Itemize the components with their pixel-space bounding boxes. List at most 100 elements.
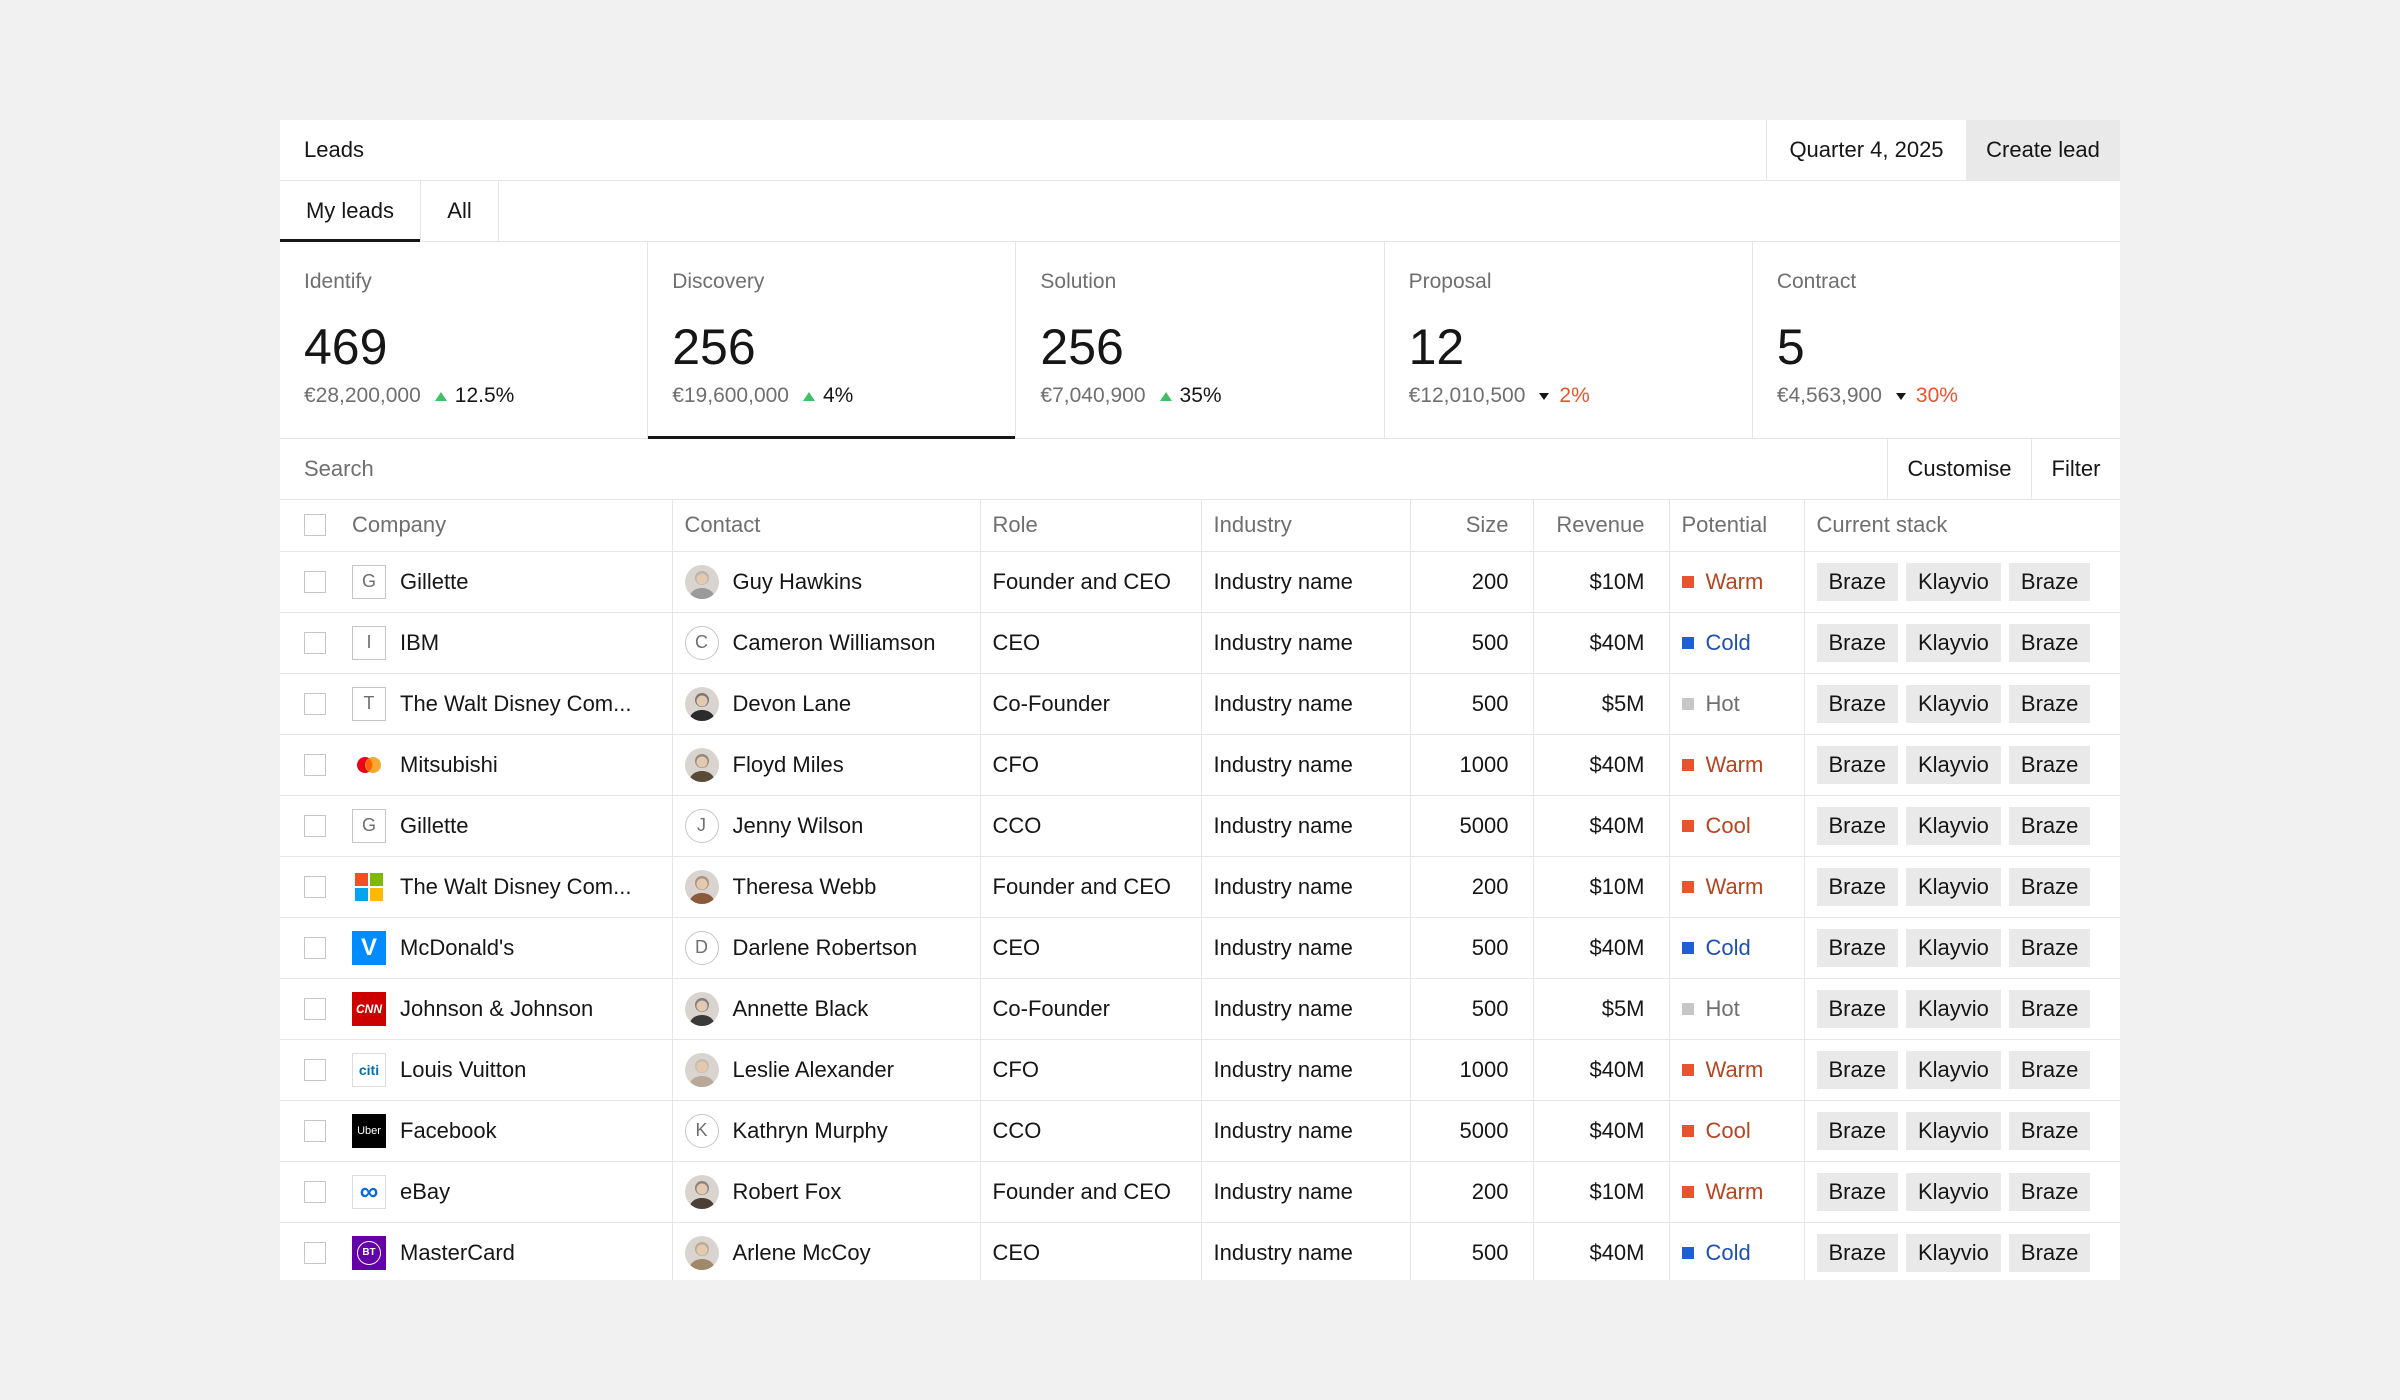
create-lead-button[interactable]: Create lead xyxy=(1966,120,2120,180)
stack-tag[interactable]: Braze xyxy=(2008,806,2091,845)
table-row[interactable]: V McDonald's D Darlene Robertson CEO Industry… xyxy=(280,917,2120,979)
company-name[interactable]: MasterCard xyxy=(400,1239,515,1265)
contact-name[interactable]: Kathryn Murphy xyxy=(732,1117,888,1143)
contact-name[interactable]: Devon Lane xyxy=(732,690,852,716)
row-checkbox[interactable] xyxy=(304,936,326,959)
company-name[interactable]: Facebook xyxy=(400,1117,497,1143)
stack-tag[interactable]: Klayvio xyxy=(1905,745,2001,784)
search-input[interactable] xyxy=(280,439,1887,499)
table-row[interactable]: G Gillette Guy Hawkins Founder and CEO Indus… xyxy=(280,551,2120,613)
stack-tag[interactable]: Braze xyxy=(2008,989,2091,1028)
stack-tag[interactable]: Braze xyxy=(1816,623,1898,662)
stack-tag[interactable]: Braze xyxy=(1816,1233,1898,1272)
company-name[interactable]: The Walt Disney Com... xyxy=(400,873,632,899)
table-row[interactable]: T The Walt Disney Com... Devon Lane Co-Foun… xyxy=(280,673,2120,735)
stack-tag[interactable]: Braze xyxy=(2008,1233,2091,1272)
stack-tag[interactable]: Braze xyxy=(1816,867,1898,906)
column-label-company[interactable]: Company xyxy=(352,512,447,538)
company-name[interactable]: Louis Vuitton xyxy=(400,1056,527,1082)
stack-tag[interactable]: Klayvio xyxy=(1905,684,2001,723)
stack-tag[interactable]: Braze xyxy=(2008,928,2091,967)
row-checkbox[interactable] xyxy=(304,1241,326,1264)
table-row[interactable]: G Gillette J Jenny Wilson CCO Industry name 50… xyxy=(280,795,2120,857)
company-name[interactable]: Gillette xyxy=(400,568,469,594)
stack-tag[interactable]: Braze xyxy=(1816,1111,1898,1150)
table-row[interactable]: Uber Facebook K Kathryn Murphy CCO Industry n… xyxy=(280,1100,2120,1162)
stack-tag[interactable]: Braze xyxy=(2008,867,2091,906)
stack-tag[interactable]: Braze xyxy=(2008,684,2091,723)
stack-tag[interactable]: Klayvio xyxy=(1905,928,2001,967)
stack-tag[interactable]: Braze xyxy=(2008,623,2091,662)
stack-tag[interactable]: Braze xyxy=(1816,1172,1898,1211)
stack-tag[interactable]: Braze xyxy=(1816,684,1898,723)
stack-tag[interactable]: Klayvio xyxy=(1905,867,2001,906)
contact-name[interactable]: Darlene Robertson xyxy=(732,934,918,960)
column-header-revenue[interactable]: Revenue xyxy=(1533,500,1670,552)
stack-tag[interactable]: Klayvio xyxy=(1905,1050,2001,1089)
column-header-potential[interactable]: Potential xyxy=(1669,500,1805,552)
stack-tag[interactable]: Braze xyxy=(1816,806,1898,845)
stack-tag[interactable]: Braze xyxy=(1816,1050,1898,1089)
table-row[interactable]: CNN Johnson & Johnson Annette Black Co-Foun… xyxy=(280,978,2120,1040)
stack-tag[interactable]: Klayvio xyxy=(1905,989,2001,1028)
row-checkbox[interactable] xyxy=(304,1058,326,1081)
column-header-contact[interactable]: Contact xyxy=(672,500,981,552)
stage-card-solution[interactable]: Solution 256 €7,040,900 35% xyxy=(1016,242,1385,438)
quarter-selector[interactable]: Quarter 4, 2025 xyxy=(1766,120,1966,180)
stack-tag[interactable]: Braze xyxy=(2008,1050,2091,1089)
row-checkbox[interactable] xyxy=(304,1119,326,1142)
stage-card-discovery[interactable]: Discovery 256 €19,600,000 4% xyxy=(648,242,1017,439)
stack-tag[interactable]: Braze xyxy=(2008,745,2091,784)
select-all-checkbox[interactable] xyxy=(304,514,326,537)
table-row[interactable]: citi Louis Vuitton Leslie Alexander CFO Indu… xyxy=(280,1039,2120,1101)
company-name[interactable]: McDonald's xyxy=(400,934,515,960)
company-name[interactable]: Johnson & Johnson xyxy=(400,995,594,1021)
row-checkbox[interactable] xyxy=(304,692,326,715)
table-row[interactable]: Mitsubishi Floyd Miles CFO Industry name 100… xyxy=(280,734,2120,796)
row-checkbox[interactable] xyxy=(304,1180,326,1203)
row-checkbox[interactable] xyxy=(304,631,326,654)
column-header-role[interactable]: Role xyxy=(980,500,1202,552)
stack-tag[interactable]: Braze xyxy=(1816,745,1898,784)
table-row[interactable]: BT MasterCard Arlene McCoy CEO Industry name… xyxy=(280,1222,2120,1280)
contact-name[interactable]: Theresa Webb xyxy=(732,873,877,899)
contact-name[interactable]: Arlene McCoy xyxy=(732,1239,871,1265)
stack-tag[interactable]: Klayvio xyxy=(1905,1111,2001,1150)
stack-tag[interactable]: Klayvio xyxy=(1905,1172,2001,1211)
stack-tag[interactable]: Braze xyxy=(2008,1172,2091,1211)
stack-tag[interactable]: Klayvio xyxy=(1905,623,2001,662)
company-name[interactable]: Gillette xyxy=(400,812,469,838)
column-header-industry[interactable]: Industry xyxy=(1201,500,1411,552)
tab-my-leads[interactable]: My leads xyxy=(280,181,421,242)
row-checkbox[interactable] xyxy=(304,997,326,1020)
contact-name[interactable]: Robert Fox xyxy=(732,1178,842,1204)
stage-card-contract[interactable]: Contract 5 €4,563,900 30% xyxy=(1753,242,2120,438)
filter-button[interactable]: Filter xyxy=(2031,439,2120,499)
stack-tag[interactable]: Braze xyxy=(2008,1111,2091,1150)
stack-tag[interactable]: Braze xyxy=(2008,562,2091,601)
company-name[interactable]: IBM xyxy=(400,629,440,655)
stack-tag[interactable]: Klayvio xyxy=(1905,562,2001,601)
contact-name[interactable]: Jenny Wilson xyxy=(732,812,864,838)
row-checkbox[interactable] xyxy=(304,753,326,776)
stack-tag[interactable]: Braze xyxy=(1816,989,1898,1028)
table-row[interactable]: I IBM C Cameron Williamson CEO Industry name 5… xyxy=(280,612,2120,674)
contact-name[interactable]: Annette Black xyxy=(732,995,869,1021)
column-header-current-stack[interactable]: Current stack xyxy=(1804,500,2120,552)
stage-card-identify[interactable]: Identify 469 €28,200,000 12.5% xyxy=(280,242,649,438)
stack-tag[interactable]: Braze xyxy=(1816,928,1898,967)
row-checkbox[interactable] xyxy=(304,814,326,837)
company-name[interactable]: The Walt Disney Com... xyxy=(400,690,632,716)
stack-tag[interactable]: Braze xyxy=(1816,562,1898,601)
contact-name[interactable]: Floyd Miles xyxy=(732,751,844,777)
row-checkbox[interactable] xyxy=(304,875,326,898)
stage-card-proposal[interactable]: Proposal 12 €12,010,500 2% xyxy=(1385,242,1753,438)
table-row[interactable]: ∞ eBay Robert Fox Founder and CEO Industry n… xyxy=(280,1161,2120,1223)
table-row[interactable]: The Walt Disney Com... Theresa Webb Founde… xyxy=(280,856,2120,918)
company-name[interactable]: Mitsubishi xyxy=(400,751,498,777)
contact-name[interactable]: Guy Hawkins xyxy=(732,568,863,594)
row-checkbox[interactable] xyxy=(304,570,326,593)
stack-tag[interactable]: Klayvio xyxy=(1905,806,2001,845)
column-header-size[interactable]: Size xyxy=(1410,500,1534,552)
customise-button[interactable]: Customise xyxy=(1887,439,2031,499)
